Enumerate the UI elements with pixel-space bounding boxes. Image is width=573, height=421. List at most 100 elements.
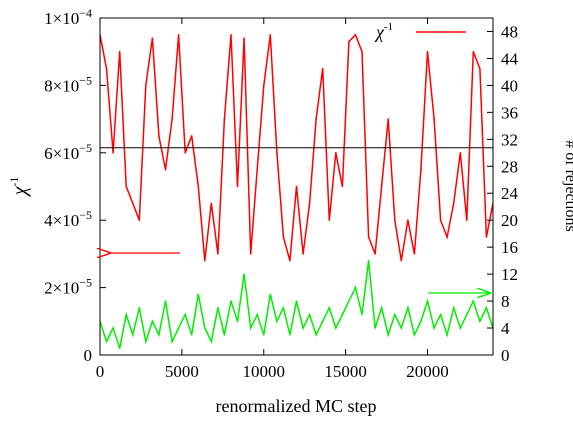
chi-inverse-point: [276, 152, 278, 154]
rejections-point: [236, 320, 239, 323]
legend-label: χ-1: [374, 21, 393, 42]
rejections-point: [479, 320, 481, 323]
chi-inverse-point: [485, 236, 488, 238]
chi-inverse-point: [354, 34, 357, 36]
x-tick-label: 15000: [324, 362, 367, 381]
chi-inverse-point: [367, 236, 370, 238]
x-axis-ticks: 0 5000 10000 15000 20000: [96, 18, 449, 381]
x-tick-label: 20000: [406, 362, 449, 381]
chi-inverse-point: [479, 67, 481, 70]
chi-inverse-point: [321, 67, 324, 70]
y-right-tick-label: 4: [501, 319, 510, 338]
chi-inverse-point: [446, 236, 448, 238]
chi-inverse-point: [439, 219, 442, 221]
chi-inverse-point: [341, 185, 344, 188]
x-axis-label: renormalized MC step: [216, 396, 377, 416]
x-tick-label: 5000: [165, 362, 199, 381]
chi-inverse-point: [171, 118, 173, 120]
rejections-point: [243, 273, 245, 275]
chi-inverse-point: [387, 118, 390, 120]
rejections-point: [308, 313, 311, 316]
y-right-tick-label: 36: [501, 103, 518, 122]
chi-inverse-point: [151, 37, 154, 40]
chi-inverse-point: [269, 34, 272, 36]
rejections-point: [230, 300, 232, 302]
rejections-point: [112, 327, 114, 329]
chi-inverse-point: [420, 168, 422, 171]
y-right-tick-label: 32: [501, 130, 518, 149]
chi-inverse-point: [118, 50, 121, 53]
rejections-point: [223, 333, 226, 336]
legend-label-symbol: χ: [374, 22, 385, 42]
chi-inverse-point: [177, 34, 180, 36]
chi-inverse-point: [105, 67, 108, 70]
rejections-point: [145, 340, 147, 343]
rejections-point: [197, 293, 200, 296]
y-right-tick-label: 20: [501, 211, 518, 230]
rejections-point: [295, 300, 298, 302]
rejections-point: [256, 313, 259, 316]
chi-inverse-point: [328, 219, 331, 221]
y-left-tick-label: 2×10−5: [44, 276, 92, 298]
rejections-point: [105, 340, 108, 343]
rejections-point: [426, 300, 429, 302]
rejections-point: [262, 333, 265, 336]
chi-inverse-point: [256, 168, 259, 171]
rejections-point: [282, 307, 285, 309]
y-right-tick-label: 12: [501, 265, 518, 284]
rejections-point: [452, 307, 455, 309]
chi-inverse-point: [197, 185, 200, 188]
chi-inverse-point: [204, 259, 206, 262]
rejections-point: [466, 313, 468, 316]
y-right-tick-label: 28: [501, 157, 518, 176]
chi-inverse-point: [282, 236, 285, 238]
chi-inverse-point: [413, 253, 416, 255]
series-layer: [100, 33, 493, 350]
plot-frame: [99, 17, 494, 356]
rejections-point: [413, 333, 416, 336]
legend-label-exponent: -1: [384, 21, 393, 33]
y-left-tick-label: 8×10−5: [44, 73, 92, 95]
rejections-point: [131, 333, 134, 336]
rejections-point: [361, 313, 363, 316]
y-right-tick-label: 44: [501, 49, 519, 68]
rejections-point: [459, 327, 462, 329]
chi-inverse-point: [236, 185, 239, 188]
rejections-point: [374, 327, 376, 329]
chi-inverse-point: [459, 152, 462, 154]
y-right-tick-label: 0: [501, 346, 510, 365]
rejections-point: [335, 327, 337, 329]
y-right-tick-label: 16: [501, 238, 518, 257]
y-right-tick-label: 8: [501, 292, 510, 311]
chi-inverse-point: [184, 152, 186, 154]
y-left-tick-label: 1×10−4: [44, 6, 92, 28]
chi-inverse-point: [407, 219, 409, 221]
chi-inverse-point: [217, 253, 219, 255]
chi-inverse-point: [452, 202, 455, 205]
rejections-point: [380, 307, 383, 309]
chi-inverse-point: [158, 135, 160, 137]
rejections-point: [400, 327, 403, 329]
rejections-point: [158, 333, 160, 336]
rejections-point: [138, 307, 141, 309]
y-left-axis-label-symbol: χ: [9, 185, 31, 197]
rejections-point: [472, 300, 475, 302]
rejections-point: [184, 313, 186, 316]
y-right-axis-label: # of rejections: [562, 140, 573, 232]
y-left-axis-label: χ-1: [7, 177, 31, 198]
rejections-point: [315, 333, 317, 336]
rejections-point: [354, 286, 357, 289]
rejections-point: [302, 327, 304, 329]
rejections-point: [204, 327, 206, 329]
legend: χ-1: [374, 21, 466, 42]
rejections-point: [177, 327, 180, 329]
rejections-point: [118, 347, 121, 350]
y-left-tick-label: 4×10−5: [44, 208, 92, 230]
rejections-point: [217, 307, 219, 309]
chi-inverse-point: [380, 185, 383, 188]
x-tick-label: 10000: [243, 362, 286, 381]
rejections-point: [433, 327, 435, 329]
svg-text:χ-1: χ-1: [7, 177, 31, 198]
